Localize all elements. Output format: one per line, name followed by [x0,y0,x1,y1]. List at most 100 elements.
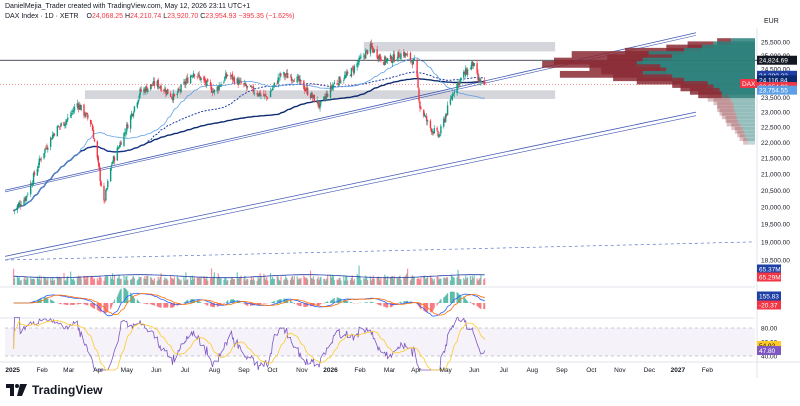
volume-bar [143,278,145,285]
macd-histogram-bar [425,303,427,312]
candle-body [183,81,185,84]
candle-body [129,115,132,129]
macd-histogram-bar [127,291,129,303]
candle-body [176,93,178,96]
candle-body [398,52,400,58]
macd-histogram-bar [132,297,135,303]
macd-histogram-bar [66,303,68,305]
volume-bar [413,277,415,285]
candle-body [378,55,380,60]
volume-bar [378,276,380,285]
rsi-ma-line [13,319,486,371]
candle-body [191,76,194,77]
volume-bar [218,276,220,285]
volume-bar [165,278,167,285]
macd-histogram-bar [372,302,374,303]
macd-histogram-bar [230,299,233,303]
volume-bar [392,278,394,285]
candle-body [351,67,354,69]
candle-body [93,139,96,142]
candle-body [209,82,212,86]
macd-histogram-bar [325,302,327,303]
macd-histogram-bar [271,301,274,303]
candle-body [247,86,249,87]
macd-histogram-bar [289,300,292,303]
candle-body [477,73,479,81]
macd-histogram-bar [444,296,446,303]
volume-bar [58,276,60,285]
time-tick-label: Apr [93,367,104,374]
volume-bar [297,279,299,285]
candle-body [173,94,176,96]
macd-histogram-bar [165,303,167,308]
volume-bar [225,277,227,285]
volume-bar [212,276,215,285]
macd-histogram-bar [296,303,298,305]
volume-bar [425,279,427,285]
volume-bar [478,279,480,285]
candle-body [230,74,233,77]
high-value: 24,210.74 [130,13,162,20]
candle-body [153,81,156,86]
candle-body [36,168,39,176]
candle-body [298,75,300,82]
volume-bar [284,279,286,285]
tradingview-brand[interactable]: TradingView [6,383,102,397]
volume-bar [138,276,140,285]
price-tick-label: 19,500.00 [761,222,790,229]
candle-body [31,182,34,185]
volume-bar [243,278,245,285]
candle-body [363,55,365,57]
symbol-label[interactable]: DAX Index · 1D · XETR [5,13,79,20]
macd-histogram-bar [337,297,339,303]
macd-histogram-bar [163,303,165,308]
candle-body [198,74,200,77]
time-tick-label: Mar [63,367,75,374]
volume-bar [276,275,278,285]
volume-bar [300,277,302,285]
volume-bar [456,277,458,285]
time-tick-label: Jul [500,367,509,374]
candle-body [411,62,414,66]
candle-body [172,93,175,101]
volume-bar [484,278,486,285]
volume-bar [313,279,315,285]
vp-down-bar [559,70,643,78]
candle-body [169,93,172,97]
macd-histogram-bar [119,289,121,303]
volume-bar [217,273,219,285]
candle-body [325,95,327,100]
macd-histogram-bar [386,303,388,308]
price-tick-label: 22,500.00 [761,125,790,132]
candle-body [456,84,458,94]
candle-body [77,103,79,109]
macd-histogram-bar [420,303,422,310]
macd-histogram-bar [479,303,481,309]
candle-body [404,53,407,56]
candle-body [184,81,186,85]
candle-body [213,89,216,92]
macd-histogram-bar [483,303,485,310]
volume-bar [385,276,387,285]
candle-body [403,51,405,57]
macd-histogram-bar [93,303,96,309]
candle-body [256,92,258,95]
candle-body [253,93,256,94]
candle-body [304,88,306,92]
volume-bar [316,278,318,285]
volume-bar [344,280,346,285]
candle-body [483,81,486,85]
candle-body [65,121,67,125]
volume-bar [330,277,333,285]
candle-body [473,63,475,67]
candle-body [126,124,128,132]
macd-histogram-bar [291,302,294,303]
candle-body [444,114,447,122]
macd-histogram-bar [299,303,301,307]
volume-bar [365,275,367,285]
macd-histogram-bar [106,303,108,313]
volume-bar [380,277,382,285]
volume-bar [463,278,465,285]
rsi-label-bg [757,346,781,356]
